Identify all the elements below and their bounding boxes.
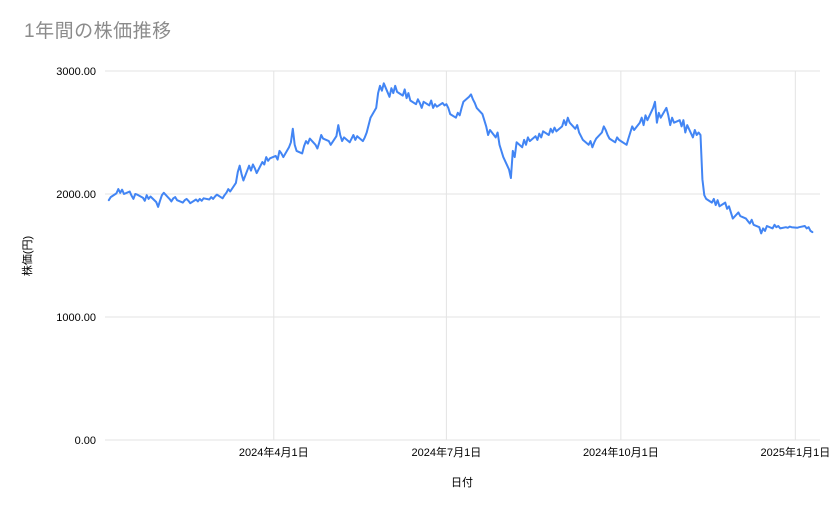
x-tick-label: 2024年4月1日 bbox=[239, 445, 309, 459]
y-axis-title: 株価(円) bbox=[20, 236, 34, 276]
chart-title: 1年間の株価推移 bbox=[24, 21, 172, 42]
x-tick-label: 2025年1月1日 bbox=[760, 445, 830, 459]
y-tick-label: 3000.00 bbox=[56, 66, 96, 78]
y-tick-label: 1000.00 bbox=[56, 312, 96, 324]
x-tick-label: 2024年10月1日 bbox=[583, 445, 659, 459]
x-tick-label: 2024年7月1日 bbox=[412, 445, 482, 459]
y-tick-label: 2000.00 bbox=[56, 189, 96, 201]
y-tick-label: 0.00 bbox=[75, 435, 96, 447]
price-line bbox=[107, 82, 814, 235]
x-axis-title: 日付 bbox=[451, 476, 473, 489]
